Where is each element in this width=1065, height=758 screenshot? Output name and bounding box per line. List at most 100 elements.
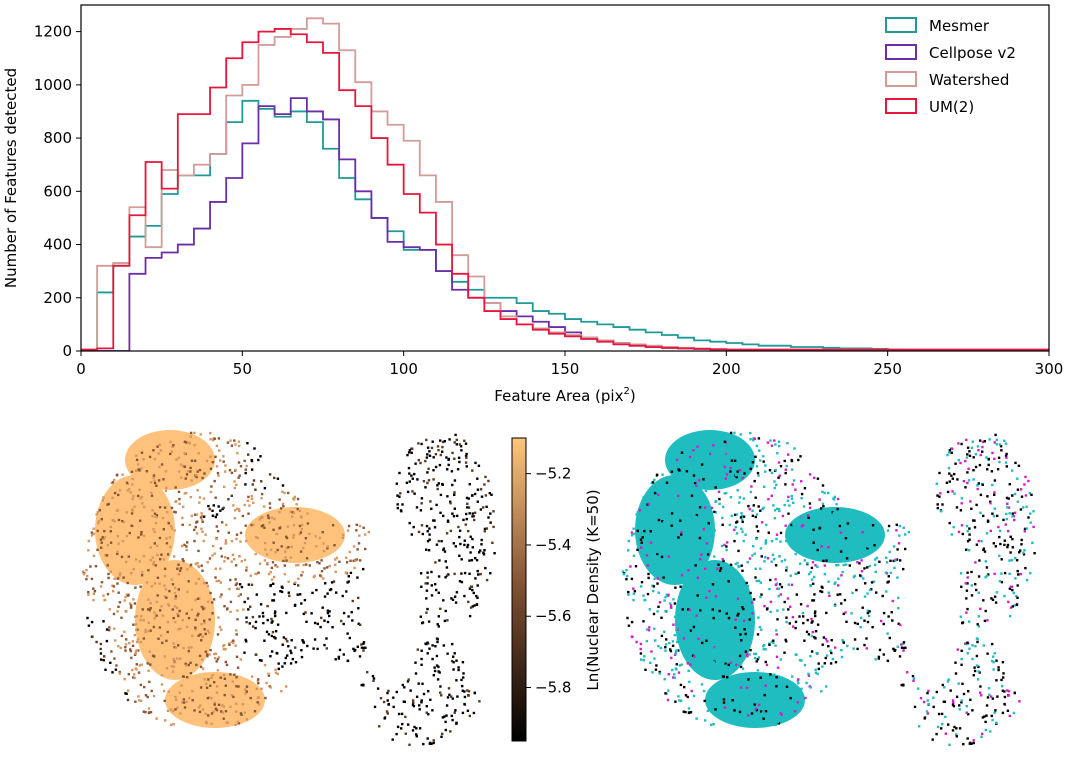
- scatter-point: [926, 691, 929, 695]
- scatter-point: [149, 546, 152, 549]
- scatter-point: [842, 563, 845, 567]
- scatter-point: [749, 648, 752, 652]
- scatter-point: [255, 593, 258, 596]
- scatter-point: [987, 687, 991, 690]
- scatter-point: [868, 614, 871, 618]
- scatter-point: [183, 465, 186, 469]
- scatter-point: [780, 560, 783, 563]
- scatter-point: [892, 545, 896, 548]
- scatter-point: [791, 675, 794, 678]
- scatter-point: [138, 664, 141, 667]
- scatter-point: [164, 719, 167, 722]
- scatter-point: [99, 642, 103, 646]
- scatter-point: [213, 701, 216, 704]
- scatter-point: [418, 704, 421, 707]
- scatter-point: [440, 735, 443, 738]
- scatter-point: [960, 524, 964, 527]
- scatter-point: [301, 570, 304, 574]
- scatter-point: [456, 468, 460, 471]
- scatter-point: [232, 504, 235, 507]
- scatter-point: [227, 531, 230, 534]
- scatter-point: [684, 694, 688, 697]
- scatter-point: [738, 654, 742, 658]
- scatter-point: [751, 461, 755, 464]
- scatter-point: [713, 591, 717, 595]
- scatter-point: [347, 524, 351, 528]
- scatter-point: [162, 528, 165, 531]
- scatter-point: [813, 636, 816, 639]
- scatter-point: [480, 538, 483, 542]
- scatter-point: [775, 533, 779, 536]
- scatter-point: [168, 589, 171, 593]
- scatter-point: [993, 493, 996, 496]
- scatter-point: [808, 473, 812, 476]
- scatter-point: [743, 472, 746, 475]
- scatter-point: [944, 732, 947, 735]
- scatter-point: [214, 576, 217, 579]
- scatter-point: [658, 601, 662, 604]
- scatter-point: [760, 628, 763, 631]
- scatter-point: [284, 550, 287, 553]
- scatter-point: [172, 665, 175, 668]
- scatter-point: [470, 559, 474, 562]
- scatter-point: [323, 619, 326, 622]
- scatter-point: [362, 641, 366, 644]
- scatter-point: [131, 668, 134, 672]
- scatter-point: [737, 452, 740, 455]
- scatter-point: [446, 495, 449, 498]
- scatter-point: [480, 495, 484, 498]
- scatter-point: [734, 628, 737, 631]
- scatter-point: [1008, 483, 1011, 486]
- scatter-point: [965, 597, 968, 600]
- scatter-point: [127, 594, 130, 597]
- scatter-point: [967, 690, 970, 693]
- scatter-point: [927, 702, 930, 706]
- scatter-point: [762, 648, 765, 651]
- scatter-point: [718, 470, 721, 473]
- scatter-point: [960, 657, 963, 661]
- scatter-point: [90, 534, 94, 537]
- scatter-point: [202, 497, 206, 500]
- x-tick-label: 300: [1035, 360, 1064, 378]
- scatter-point: [767, 531, 770, 534]
- scatter-point: [134, 558, 138, 561]
- scatter-point: [1012, 711, 1016, 715]
- scatter-point: [299, 593, 302, 596]
- scatter-point: [176, 657, 179, 660]
- scatter-point: [866, 545, 870, 548]
- scatter-point: [257, 571, 260, 574]
- scatter-point: [189, 466, 192, 470]
- scatter-point: [282, 505, 285, 508]
- scatter-point: [682, 637, 686, 640]
- scatter-point: [337, 657, 340, 660]
- scatter-point: [213, 552, 216, 555]
- scatter-point: [723, 543, 726, 547]
- scatter-point: [251, 483, 254, 486]
- scatter-point: [1014, 577, 1017, 580]
- scatter-point: [762, 717, 765, 720]
- scatter-point: [970, 570, 973, 574]
- scatter-point: [936, 494, 939, 497]
- scatter-point: [161, 516, 165, 520]
- scatter-point: [229, 673, 232, 676]
- scatter-point: [106, 564, 109, 567]
- scatter-point: [717, 573, 721, 576]
- scatter-point: [881, 533, 885, 537]
- scatter-point: [271, 561, 275, 564]
- scatter-point: [460, 580, 464, 584]
- scatter-point: [737, 577, 740, 581]
- scatter-point: [820, 590, 824, 594]
- scatter-point: [669, 572, 673, 575]
- scatter-point: [836, 497, 840, 501]
- scatter-point: [630, 531, 634, 534]
- scatter-point: [827, 580, 830, 583]
- scatter-point: [770, 694, 774, 697]
- scatter-point: [190, 608, 194, 611]
- scatter-point: [717, 588, 720, 591]
- scatter-point: [966, 530, 969, 533]
- scatter-point: [269, 570, 272, 574]
- scatter-point: [387, 689, 390, 693]
- scatter-point: [455, 438, 458, 442]
- scatter-point: [313, 638, 317, 641]
- scatter-point: [701, 614, 704, 617]
